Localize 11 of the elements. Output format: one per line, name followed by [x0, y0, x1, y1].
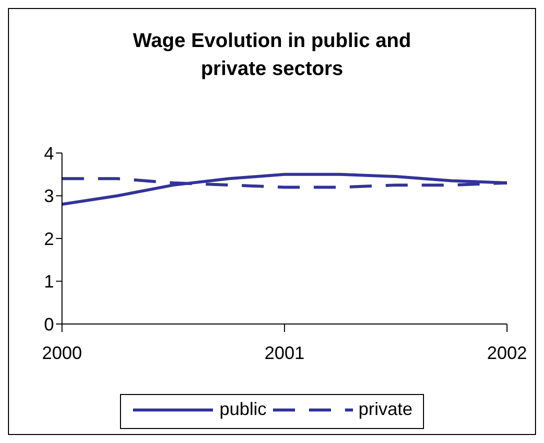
- x-tick-label: 2000: [42, 342, 82, 363]
- chart-title: Wage Evolution in public and private sectors: [132, 29, 412, 82]
- y-tick-label: 3: [44, 186, 54, 206]
- y-tick-label: 1: [44, 272, 54, 292]
- y-tick-label: 2: [44, 228, 54, 249]
- x-tick-label: 2001: [264, 342, 305, 363]
- y-tick-label: 0: [44, 314, 54, 334]
- x-tick-label: 2002: [486, 342, 528, 363]
- y-tick-label: 4: [44, 143, 54, 164]
- legend-label: private: [358, 399, 413, 420]
- legend-label: public: [219, 399, 266, 420]
